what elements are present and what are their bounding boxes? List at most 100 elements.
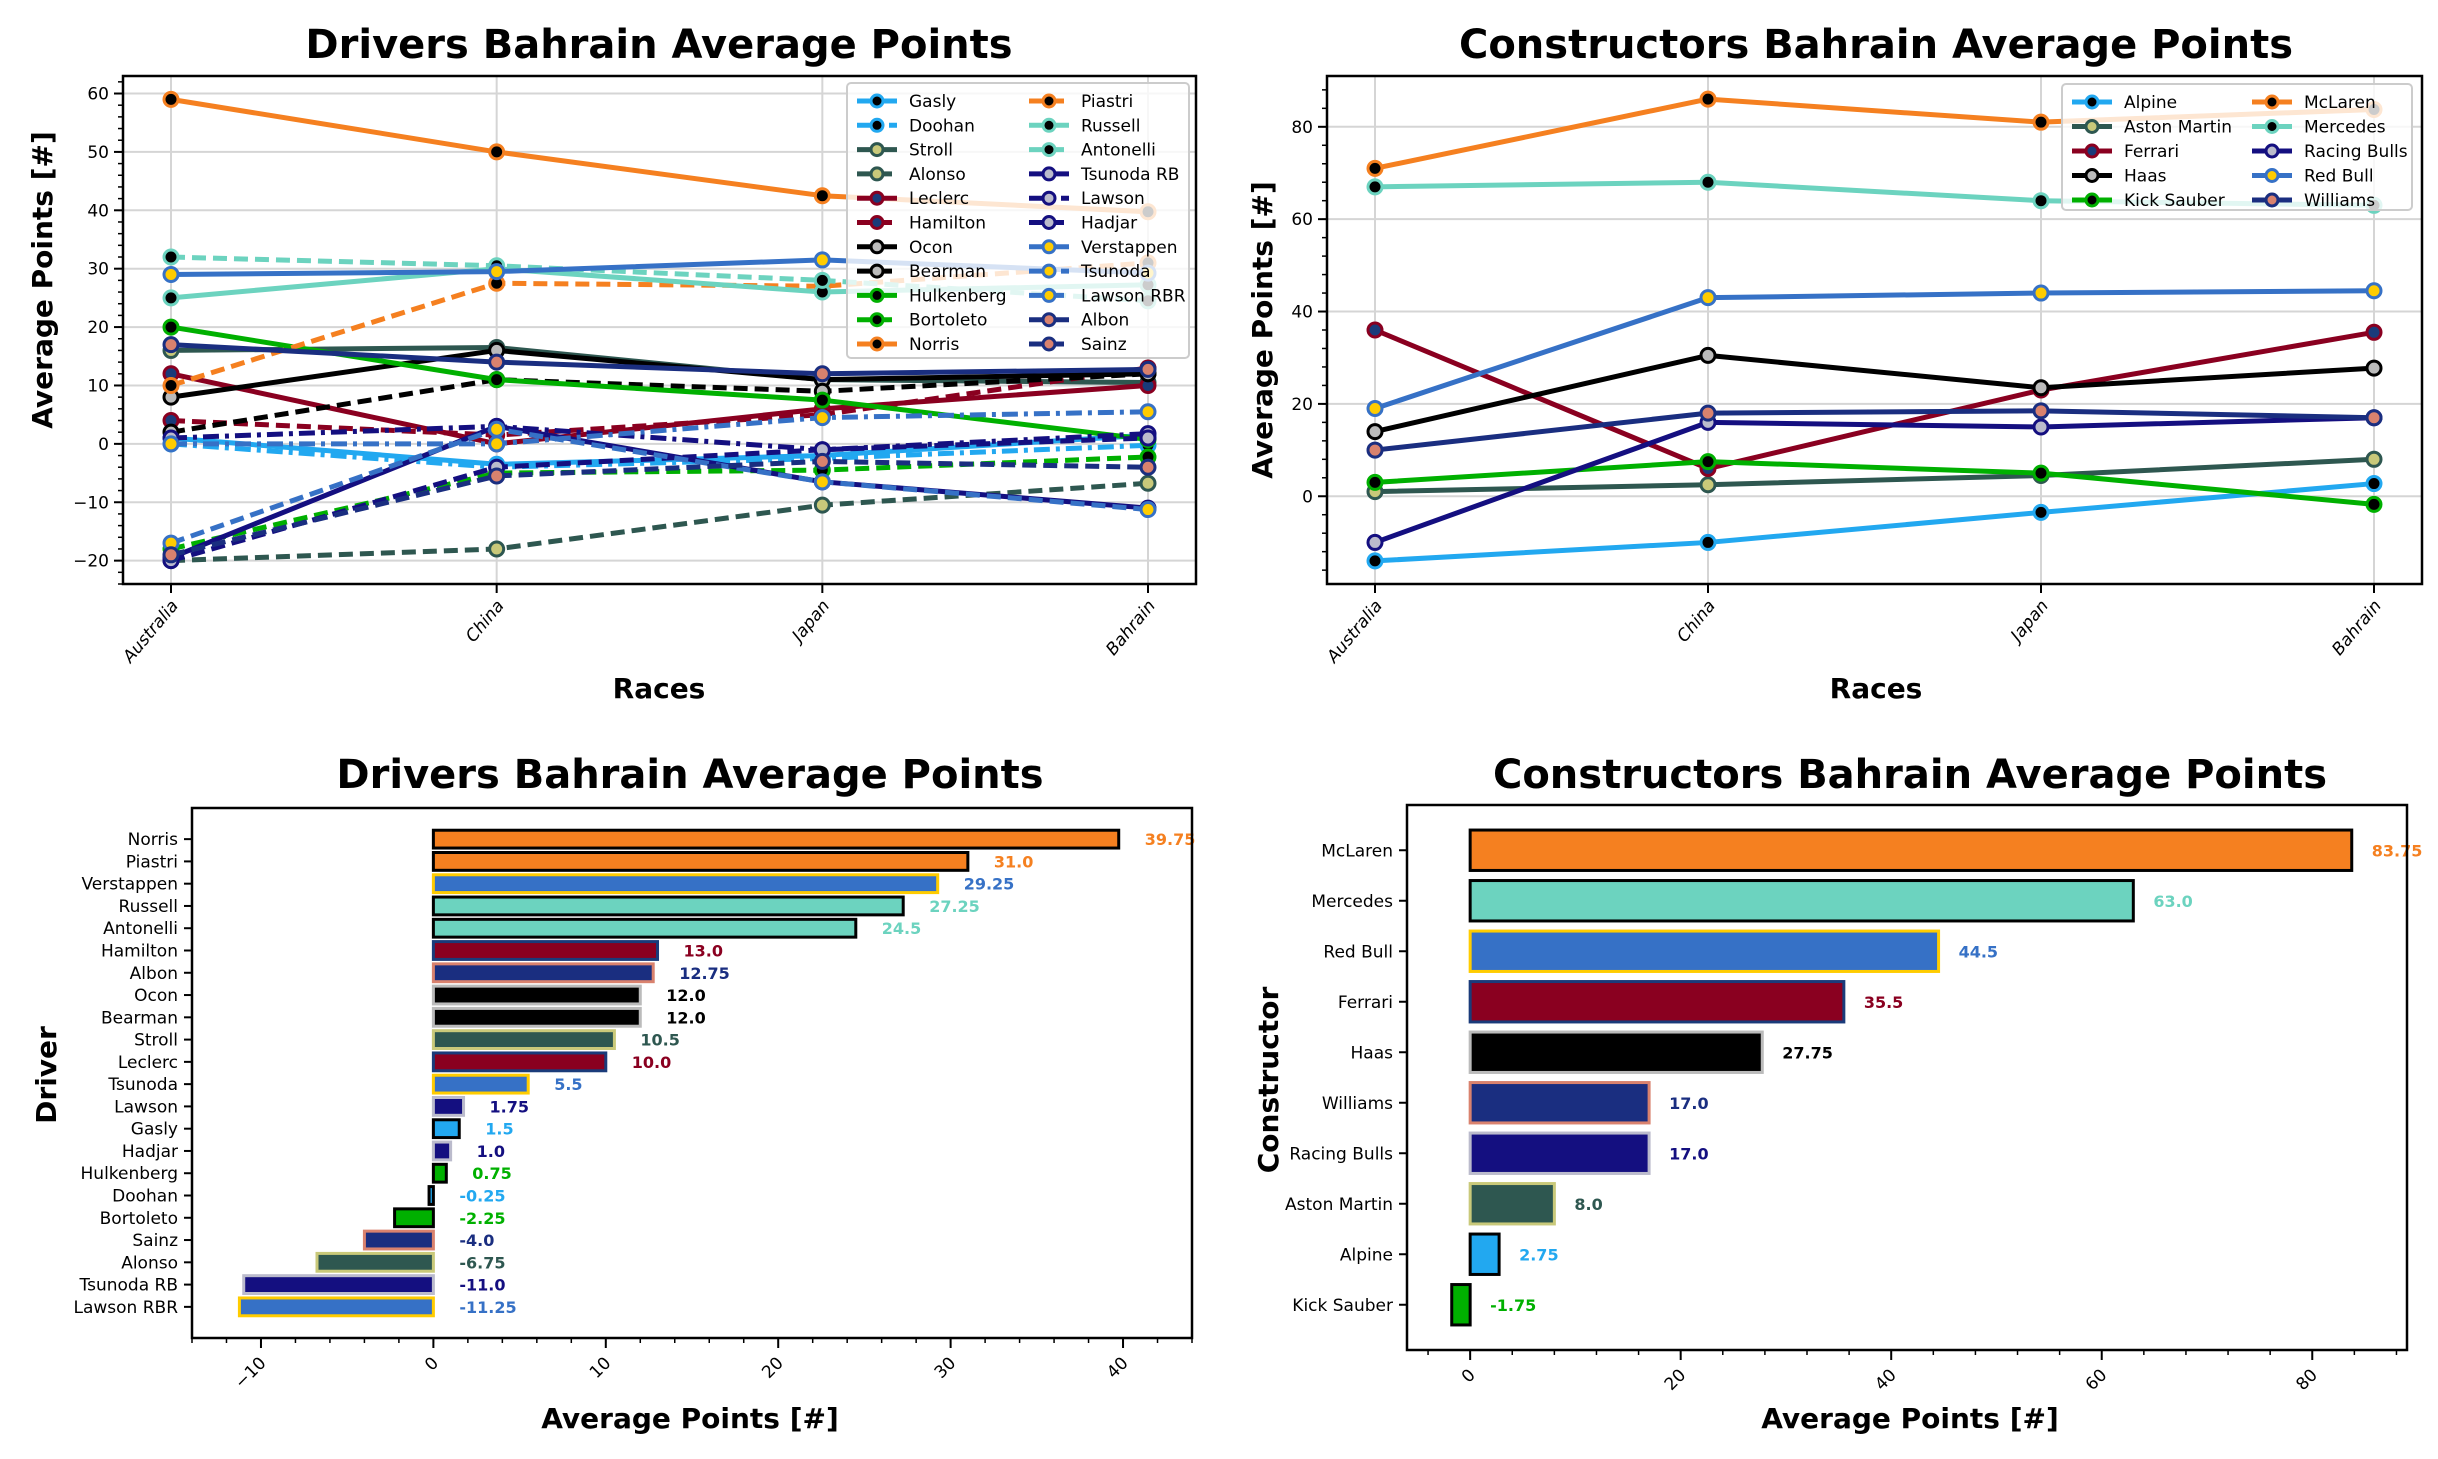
series-line [170, 480, 1149, 564]
legend-item: Doohan [857, 116, 975, 136]
bar [431, 984, 642, 1006]
legend-marker-swatch [2264, 168, 2280, 183]
chart-title: Drivers Bahrain Average Points [336, 752, 1043, 798]
bar-value-label: 10.0 [632, 1053, 671, 1072]
x-tick-label: 80 [2292, 1365, 2321, 1394]
x-tick-label: 60 [2082, 1365, 2111, 1394]
legend-marker-swatch [2084, 94, 2100, 110]
bar-value-label: -6.75 [459, 1253, 505, 1272]
legend-marker-swatch [1041, 142, 1057, 158]
y-tick-label: Williams [1322, 1094, 1393, 1114]
bar-value-label: 44.5 [1959, 942, 1998, 961]
legend-label: Hulkenberg [909, 286, 1006, 306]
bar-albon: Albon 12.75 [130, 962, 730, 984]
legend-label: Antonelli [1081, 141, 1156, 161]
series-red-bull [1366, 282, 2383, 418]
y-tick-label: Hamilton [101, 942, 178, 962]
data-point [162, 546, 180, 564]
legend-marker-swatch [2084, 119, 2100, 134]
data-point [1139, 501, 1157, 519]
bar-value-label: -1.75 [1490, 1296, 1536, 1315]
y-tick-label: 10 [87, 376, 109, 396]
legend-item: Antonelli [1029, 141, 1156, 161]
bar-alonso: Alonso -6.75 [121, 1251, 506, 1273]
bar-ocon: Ocon 12.0 [134, 984, 706, 1006]
bar [237, 1296, 435, 1318]
legend-item: Bearman [857, 262, 986, 282]
bar-value-label: 5.5 [554, 1075, 582, 1094]
series-line [1374, 288, 2375, 411]
legend-item: Red Bull [2252, 167, 2374, 187]
data-point [813, 473, 831, 491]
y-tick-label: 0 [98, 435, 109, 455]
chart-title: Drivers Bahrain Average Points [305, 22, 1012, 68]
data-point [2365, 282, 2383, 300]
legend-label: Williams [2304, 191, 2375, 211]
legend-marker-swatch [1041, 166, 1057, 182]
legend-item: Stroll [857, 141, 953, 161]
legend-label: Tsunoda [1080, 262, 1151, 282]
data-point [1366, 321, 1384, 339]
x-axis-label: Races [1830, 672, 1923, 705]
legend-marker-swatch [869, 239, 885, 255]
legend-label: Ferrari [2124, 142, 2179, 162]
legend-marker-swatch [869, 336, 885, 352]
y-tick-label: Haas [1351, 1043, 1394, 1063]
y-axis-label: Constructor [1252, 987, 1285, 1174]
legend-marker-swatch [1041, 263, 1057, 279]
legend-item: Aston Martin [2072, 118, 2232, 138]
series-line [1374, 327, 2375, 472]
plot-frame [121, 74, 1198, 586]
plot-frame [1325, 74, 2424, 586]
bar-value-label: -2.25 [459, 1209, 505, 1228]
bar [1468, 929, 1941, 973]
data-point [2032, 284, 2050, 302]
bar [242, 1274, 435, 1295]
bar [427, 1185, 435, 1206]
legend-item: Tsunoda [1029, 262, 1151, 282]
data-point [2032, 402, 2050, 420]
bar [1468, 1131, 1651, 1175]
bar-bortoleto: Bortoleto -2.25 [100, 1207, 506, 1229]
x-tick-label: −10 [231, 1353, 271, 1393]
data-point [162, 336, 180, 354]
bar-red-bull: Red Bull 44.5 [1323, 929, 1998, 973]
constructors-line-chart: Constructors Bahrain Average Points Aver… [1246, 22, 2424, 705]
series-sainz [162, 452, 1157, 564]
bar [431, 1118, 461, 1140]
series-line [170, 254, 1149, 304]
y-tick-label: 40 [1291, 303, 1313, 323]
data-point [813, 409, 831, 427]
y-tick-label: Verstappen [81, 875, 178, 895]
bar [1468, 1232, 1501, 1276]
x-tick-label: 20 [1661, 1365, 1690, 1394]
data-point [813, 496, 831, 514]
legend-marker-swatch [1041, 190, 1057, 206]
legend-label: Mercedes [2304, 118, 2386, 138]
bar-hamilton: Hamilton 13.0 [101, 940, 723, 962]
x-axis-label: Average Points [#] [1761, 1402, 2059, 1435]
legend-label: Norris [909, 335, 960, 355]
y-axis-label: Average Points [#] [26, 131, 59, 429]
legend-marker-swatch [2084, 168, 2100, 183]
y-tick-label: 60 [1291, 210, 1313, 230]
y-tick-label: Lawson [114, 1097, 178, 1117]
legend-label: Gasly [909, 92, 956, 112]
data-point [2032, 464, 2050, 482]
data-point [162, 435, 180, 453]
legend-item: McLaren [2252, 93, 2376, 113]
bar [431, 895, 905, 917]
legend-label: Hamilton [909, 214, 986, 234]
data-point [1139, 360, 1157, 378]
series-line [170, 426, 1149, 546]
bar-lawson-rbr: Lawson RBR -11.25 [73, 1296, 517, 1318]
bar-value-label: 8.0 [1574, 1195, 1602, 1214]
y-tick-label: Mercedes [1311, 892, 1393, 912]
data-point [813, 187, 831, 205]
legend-item: Russell [1029, 116, 1140, 136]
bar-value-label: 17.0 [1669, 1144, 1708, 1163]
legend-label: Verstappen [1081, 238, 1178, 258]
data-point [2365, 409, 2383, 427]
bar [431, 917, 858, 939]
y-tick-label: Gasly [131, 1120, 178, 1140]
